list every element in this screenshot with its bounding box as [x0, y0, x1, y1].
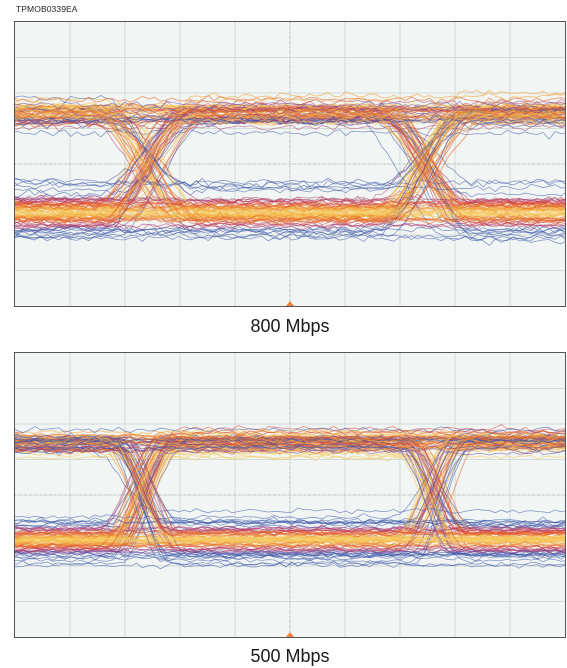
eye-trace [15, 542, 565, 552]
figure-id: TPMOB0339EA [16, 4, 78, 14]
eye-trace [15, 454, 565, 542]
eye-trace [15, 550, 565, 560]
eye-trace [15, 109, 565, 208]
eye-trace [15, 530, 565, 539]
eye-trace [15, 434, 565, 542]
eye-diagram-800mbps-plot [15, 22, 565, 306]
eye-trace [15, 431, 565, 555]
eye-trace [15, 439, 565, 520]
eye-trace [15, 435, 565, 525]
eye-trace [15, 445, 565, 538]
eye-trace [15, 106, 565, 224]
eye-trace [15, 516, 565, 525]
eye-trace [15, 445, 565, 564]
eye-trace [15, 443, 565, 527]
caption-500mbps: 500 Mbps [250, 646, 330, 666]
eye-trace [15, 550, 565, 559]
eye-trace [15, 534, 565, 544]
eye-trace [15, 94, 565, 105]
eye-trace [15, 118, 565, 216]
eye-trace [15, 540, 565, 549]
eye-trace [15, 119, 565, 193]
eye-trace [15, 225, 565, 236]
trigger-marker-icon [286, 632, 294, 637]
eye-diagram-500mbps [14, 352, 566, 638]
trigger-marker-icon [286, 301, 294, 306]
eye-trace [15, 112, 565, 219]
eye-trace [15, 233, 565, 243]
eye-trace [15, 95, 565, 240]
eye-diagram-500mbps-plot [15, 353, 565, 637]
eye-trace [15, 445, 565, 530]
eye-traces [15, 424, 565, 570]
eye-trace [15, 113, 565, 222]
eye-trace [15, 214, 565, 226]
eye-trace [15, 444, 565, 556]
eye-trace [15, 435, 565, 550]
eye-trace [15, 120, 565, 238]
eye-traces [15, 89, 565, 246]
eye-trace [15, 121, 565, 133]
eye-trace [15, 114, 565, 237]
caption-800mbps: 800 Mbps [250, 316, 330, 336]
eye-trace [15, 432, 565, 549]
eye-trace [15, 206, 565, 217]
eye-trace [15, 448, 565, 536]
eye-trace [15, 129, 565, 140]
eye-trace [15, 537, 565, 546]
eye-trace [15, 438, 565, 558]
eye-trace [15, 110, 565, 215]
eye-trace [15, 434, 565, 554]
eye-trace [15, 100, 565, 227]
eye-trace [15, 112, 565, 122]
eye-trace [15, 434, 565, 542]
eye-trace [15, 193, 565, 204]
eye-diagram-800mbps [14, 21, 566, 307]
eye-trace [15, 99, 565, 110]
eye-trace [15, 111, 565, 219]
eye-trace [15, 105, 565, 230]
eye-trace [15, 432, 565, 527]
eye-trace [15, 106, 565, 222]
eye-trace [15, 439, 565, 550]
eye-trace [15, 115, 565, 194]
eye-trace [15, 526, 565, 534]
eye-trace [15, 442, 565, 558]
eye-trace [15, 177, 565, 188]
